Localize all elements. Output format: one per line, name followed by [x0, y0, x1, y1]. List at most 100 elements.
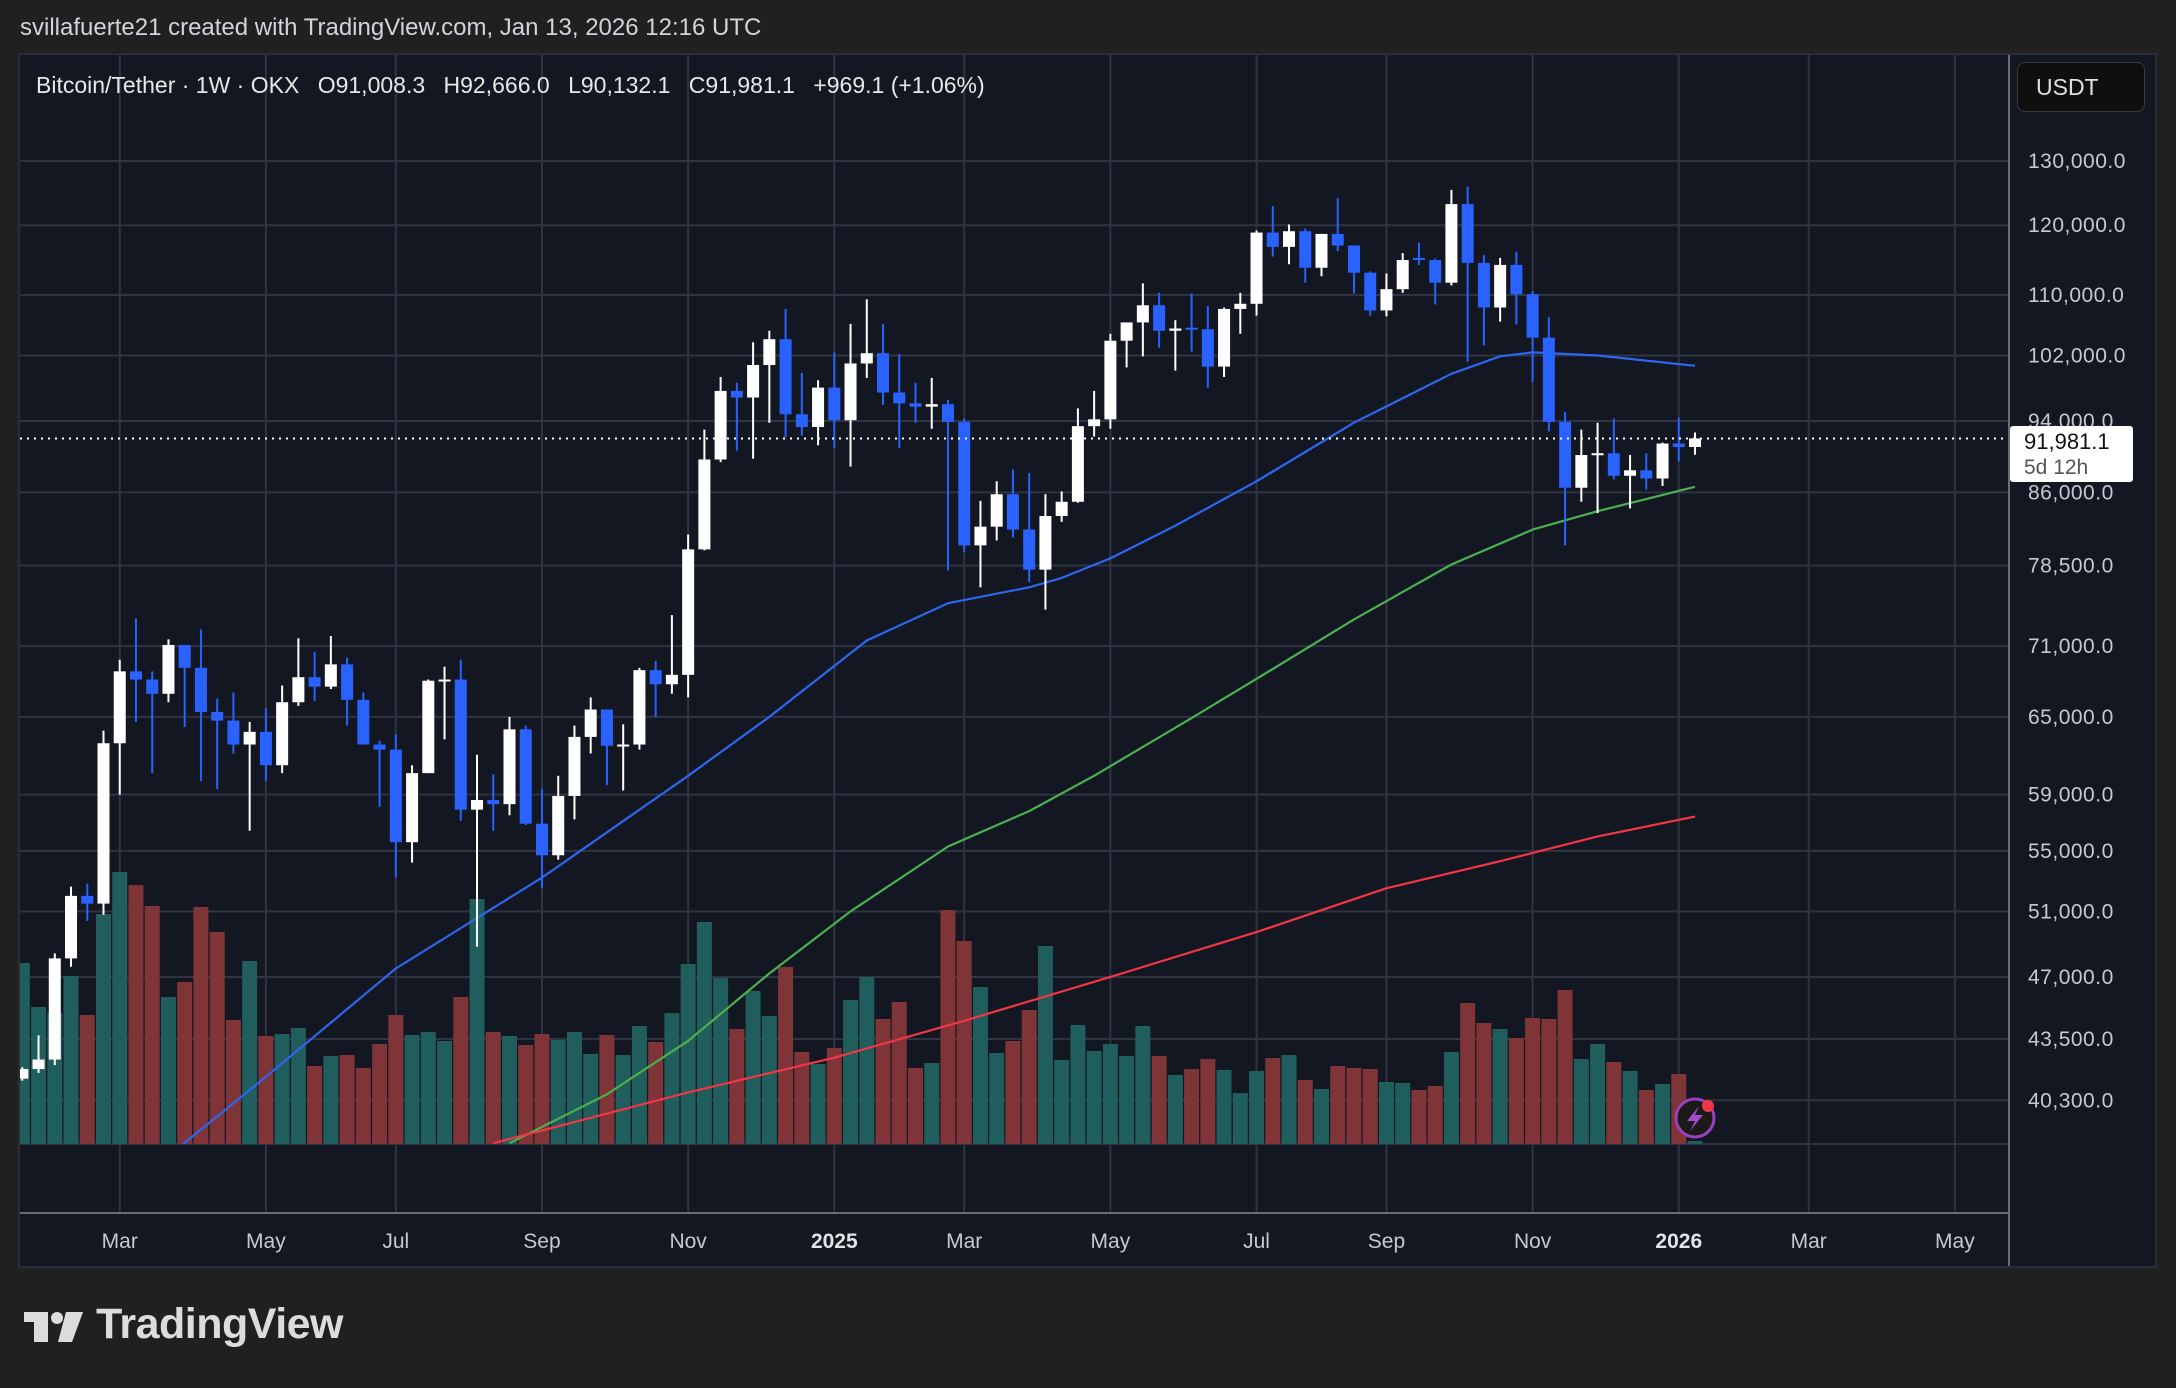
price-axis[interactable]: 130,000.0120,000.0110,000.0102,000.094,0… — [2028, 150, 2126, 1112]
volume-bar — [160, 997, 176, 1144]
candle-body — [48, 958, 61, 1060]
candle-body — [292, 677, 305, 703]
volume-bar — [761, 1016, 777, 1144]
last-price-label: 91,981.1 5d 12h — [2010, 426, 2133, 482]
volume-bar — [1167, 1075, 1183, 1144]
time-tick-label: Sep — [1368, 1230, 1405, 1253]
candle-body — [1218, 308, 1231, 367]
chart-caption: svillafuerte21 created with TradingView.… — [20, 14, 762, 41]
candle-body — [1315, 233, 1328, 268]
candle-body — [941, 404, 954, 422]
candle-body — [1185, 327, 1198, 330]
volume-bar — [290, 1028, 306, 1144]
candle-body — [1607, 453, 1620, 476]
volume-bar — [1330, 1066, 1346, 1144]
volume-bar — [502, 1036, 517, 1144]
candle-body — [535, 823, 548, 856]
candle-body — [32, 1059, 45, 1070]
volume-bar — [388, 1015, 404, 1144]
candle-body — [1575, 455, 1588, 488]
candle-body — [324, 664, 337, 687]
candle-body — [1461, 204, 1474, 263]
candle-body — [259, 731, 272, 766]
candle-body — [1591, 453, 1604, 456]
candle-body — [438, 679, 451, 682]
candle-body — [990, 494, 1003, 527]
volume-bar — [485, 1032, 501, 1144]
volume-bar — [420, 1032, 436, 1144]
volume-bar — [1281, 1055, 1297, 1144]
legend-close-value: 91,981.1 — [705, 72, 795, 98]
time-tick-label: Nov — [669, 1230, 707, 1253]
volume-bar — [534, 1034, 550, 1144]
candle-body — [1088, 419, 1101, 427]
volume-bar — [1232, 1093, 1248, 1144]
volume-bar — [1151, 1056, 1167, 1144]
volume-bar — [372, 1044, 388, 1144]
candle-body — [925, 404, 938, 407]
candle-body — [1234, 303, 1247, 309]
volume-bar — [453, 997, 469, 1144]
candle-body — [1494, 264, 1507, 308]
price-tick-label: 102,000.0 — [2028, 345, 2126, 368]
legend-change: +969.1 (+1.06%) — [813, 72, 984, 98]
candle-body — [828, 387, 841, 421]
legend-low-label: L — [568, 72, 581, 98]
candle-body — [958, 421, 971, 546]
time-axis[interactable]: Mar May Jul Sep Nov 2025 Mar May Jul Sep Nov 2026 Ma… — [102, 1230, 1976, 1253]
volume-bar — [664, 1013, 680, 1144]
volume-bar — [1508, 1038, 1524, 1144]
volume-bar — [437, 1041, 453, 1144]
time-tick-label: May — [1091, 1230, 1131, 1253]
candle-body — [779, 339, 792, 415]
volume-bar — [1460, 1003, 1476, 1144]
volume-bar — [79, 1015, 95, 1144]
price-tick-label: 78,500.0 — [2028, 555, 2114, 578]
volume-bar — [956, 941, 972, 1144]
currency-button[interactable]: USDT — [2017, 62, 2145, 112]
lightning-icon[interactable] — [1674, 1097, 1716, 1139]
candle-body — [1299, 231, 1312, 268]
volume-bar — [193, 907, 209, 1144]
volume-bar — [1606, 1062, 1622, 1144]
tradingview-logo-icon — [24, 1312, 83, 1342]
volume-bar — [1622, 1071, 1638, 1144]
candle-body — [129, 671, 142, 680]
candle-body — [487, 800, 500, 805]
candle-body — [682, 549, 695, 675]
legend-low-value: 90,132.1 — [581, 72, 671, 98]
volume-bar — [323, 1056, 339, 1144]
volume-bar — [891, 1002, 907, 1144]
legend-high-value: 92,666.0 — [460, 72, 550, 98]
volume-bar — [1297, 1080, 1313, 1144]
candle-body — [1169, 328, 1182, 331]
volume-bar — [680, 964, 696, 1144]
volume-bar — [112, 872, 128, 1144]
candle-body — [1153, 305, 1166, 331]
candle-body — [1559, 421, 1572, 488]
price-tick-label: 59,000.0 — [2028, 784, 2114, 807]
price-tick-label: 110,000.0 — [2028, 284, 2124, 307]
volume-bar — [1411, 1090, 1427, 1144]
candle-body — [1510, 264, 1523, 295]
candle-body — [406, 773, 419, 843]
price-tick-label: 86,000.0 — [2028, 481, 2114, 504]
volume-bar — [518, 1045, 534, 1144]
candle-body — [1445, 204, 1458, 283]
candle-body — [649, 670, 662, 685]
candle-body — [389, 749, 402, 843]
candle-body — [714, 390, 727, 460]
candles — [20, 186, 1702, 1081]
candle-body — [974, 526, 987, 546]
candle-body — [20, 1069, 29, 1079]
price-tick-label: 55,000.0 — [2028, 840, 2114, 863]
price-tick-label: 51,000.0 — [2028, 900, 2114, 923]
candle-body — [1023, 529, 1036, 570]
legend-open-value: 91,008.3 — [336, 72, 426, 98]
volume-bar — [128, 885, 144, 1144]
volume-bar — [1200, 1059, 1216, 1144]
volume-bar — [972, 987, 988, 1144]
volume-bar — [1362, 1069, 1378, 1144]
volume-bar — [1378, 1082, 1394, 1144]
